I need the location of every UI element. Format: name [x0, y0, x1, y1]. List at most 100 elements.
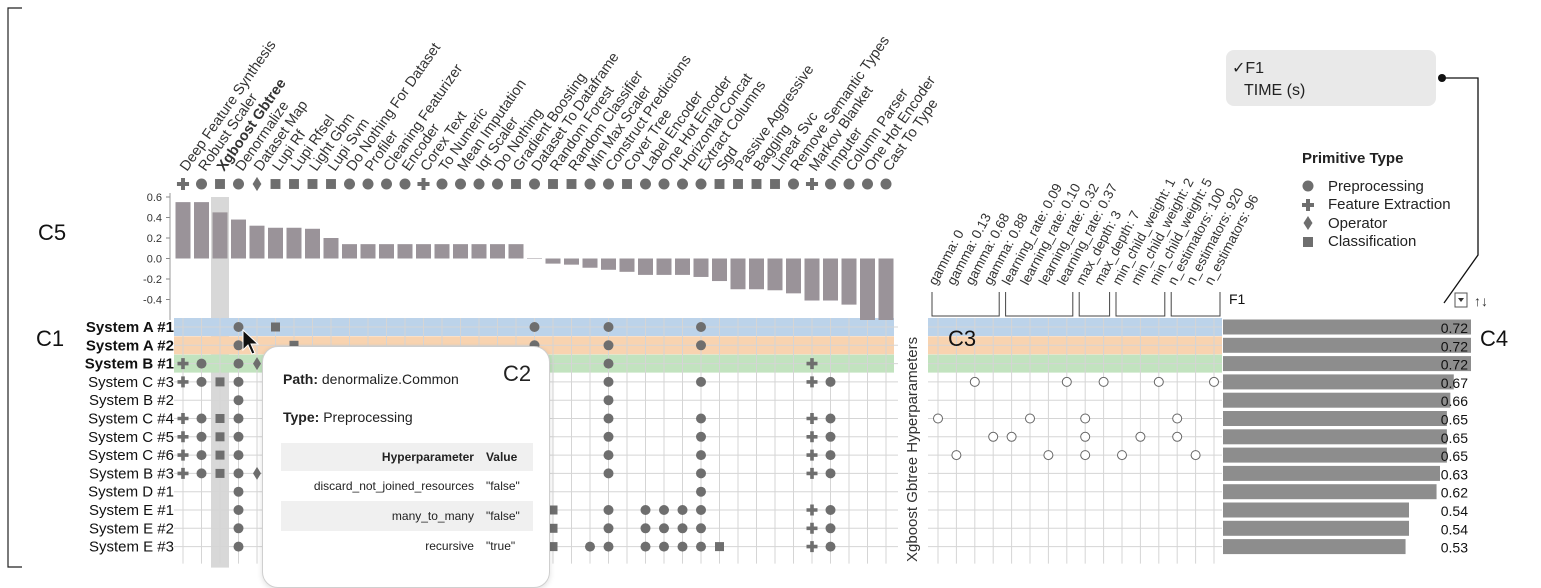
pipeline-row-label: System B #2	[89, 392, 174, 409]
pipeline-primitive-mark	[603, 431, 614, 442]
legend-item-operator: Operator	[1302, 214, 1451, 233]
pipeline-row-label: System C #6	[88, 447, 174, 464]
pipeline-primitive-mark	[215, 377, 225, 387]
correlation-bar	[286, 227, 302, 259]
pipeline-primitive-mark	[696, 541, 706, 552]
correlation-bar	[823, 258, 838, 301]
pipeline-primitive-mark	[585, 541, 595, 552]
pipeline-primitive-mark	[233, 376, 244, 387]
correlation-bar	[453, 244, 468, 259]
f1-score-bar	[1223, 484, 1437, 500]
f1-score-label: 0.53	[1441, 540, 1468, 556]
pipeline-primitive-mark	[196, 468, 207, 479]
pipeline-primitive-mark	[548, 523, 558, 533]
pipeline-primitive-mark	[603, 505, 614, 515]
pipeline-primitive-mark	[677, 505, 688, 515]
hyperparameter-value-mark	[988, 431, 999, 442]
pipeline-primitive-mark	[253, 357, 261, 371]
view-bracket	[7, 7, 22, 568]
pipeline-primitive-mark	[806, 541, 818, 553]
hyperparameter-group-bracket	[1115, 292, 1166, 317]
primitive-type-glyph	[289, 179, 299, 189]
menu-connector-line	[1442, 77, 1479, 304]
primitive-type-glyph	[695, 178, 707, 190]
hyperparameter-group-bracket	[1170, 292, 1221, 317]
primitive-type-glyph	[733, 179, 743, 189]
pipeline-primitive-mark	[696, 376, 706, 387]
correlation-tick-label: 0.0	[147, 254, 162, 266]
pipeline-primitive-mark	[825, 541, 836, 552]
pipeline-row-label: System E #1	[89, 502, 174, 519]
f1-score-bar	[1223, 502, 1409, 518]
pipeline-primitive-mark	[825, 450, 836, 461]
correlation-bar	[397, 244, 413, 259]
pipeline-primitive-mark	[233, 358, 244, 369]
correlation-bar	[416, 244, 431, 259]
correlation-tick-label: -0.2	[143, 274, 162, 286]
pipeline-primitive-mark	[659, 505, 669, 515]
panel-label-c2: C2	[503, 361, 532, 386]
pipeline-primitive-mark	[696, 431, 706, 442]
pipeline-primitive-mark	[696, 505, 706, 515]
correlation-bar	[749, 258, 764, 290]
hyperparameter-group-label: Xgboost Gbtree Hyperparameters	[904, 337, 921, 562]
pipeline-row-label: System B #1	[85, 356, 174, 373]
legend-title: Primitive Type	[1302, 150, 1404, 167]
f1-score-label: 0.67	[1441, 375, 1468, 391]
f1-score-label: 0.66	[1441, 393, 1468, 409]
correlation-bar	[212, 212, 228, 259]
sort-icon[interactable]: ↑↓	[1474, 293, 1488, 309]
f1-score-label: 0.65	[1441, 430, 1468, 446]
correlation-bar	[323, 238, 339, 259]
hyperparameter-value-mark	[1025, 413, 1035, 424]
pipeline-primitive-mark	[659, 523, 669, 534]
primitive-type-glyph	[511, 179, 521, 189]
correlation-bar	[638, 258, 653, 275]
diamond-icon	[1303, 216, 1313, 231]
pipeline-primitive-mark	[603, 376, 614, 387]
correlation-bar	[693, 258, 709, 277]
pipeline-primitive-mark	[548, 505, 558, 515]
metric-option-f1[interactable]: ✓F1	[1232, 60, 1265, 77]
primitive-type-glyph	[529, 178, 540, 190]
pipeline-row-label: System D #1	[88, 484, 174, 501]
f1-score-bar	[1223, 319, 1471, 335]
correlation-tick-label: 0.2	[147, 233, 162, 245]
panel-label-c1: C1	[36, 326, 65, 351]
f1-score-label: 0.72	[1441, 338, 1468, 354]
primitive-type-glyph	[344, 178, 355, 190]
correlation-bar	[786, 258, 801, 294]
pipeline-primitive-mark	[806, 358, 818, 370]
panel-label-c5: C5	[38, 220, 67, 245]
pipeline-primitive-mark	[233, 505, 244, 515]
hyperparameter-value-mark	[1043, 450, 1054, 461]
f1-score-label: 0.54	[1441, 521, 1468, 537]
hyperparameter-value-mark	[951, 450, 962, 461]
pipeline-matrix-view: Deep Feature Synthesis Robust Scaler Xgboo…	[7, 7, 1488, 568]
primitive-type-glyph	[196, 178, 207, 190]
correlation-bar	[656, 258, 672, 275]
correlation-bar	[804, 258, 820, 301]
pipeline-row-label: System E #3	[89, 539, 174, 556]
hyperparameter-value-mark	[1006, 431, 1017, 442]
primitive-type-glyph	[751, 179, 762, 189]
legend-item-feature-extraction: Feature Extraction	[1302, 196, 1451, 215]
circle-icon	[1302, 180, 1314, 192]
pipeline-primitive-mark	[215, 468, 225, 478]
f1-score-bar	[1223, 374, 1454, 390]
f1-score-label: 0.62	[1441, 485, 1468, 501]
primitive-type-glyph	[399, 178, 411, 190]
pipeline-primitive-mark	[233, 541, 244, 552]
primitive-type-glyph	[843, 178, 855, 190]
metric-option-time[interactable]: TIME (s)	[1244, 82, 1306, 99]
pipeline-primitive-mark	[177, 467, 189, 479]
primitive-type-glyph	[880, 178, 892, 190]
metric-dropdown-menu[interactable]: ✓F1 TIME (s)	[1226, 50, 1436, 106]
pipeline-primitive-mark	[215, 414, 225, 423]
primitive-type-glyph	[326, 179, 336, 189]
correlation-bar	[841, 258, 857, 305]
correlation-bar	[342, 244, 357, 259]
primitive-type-glyph	[381, 178, 392, 190]
pipeline-primitive-mark	[696, 450, 706, 461]
pipeline-primitive-mark	[529, 322, 540, 332]
